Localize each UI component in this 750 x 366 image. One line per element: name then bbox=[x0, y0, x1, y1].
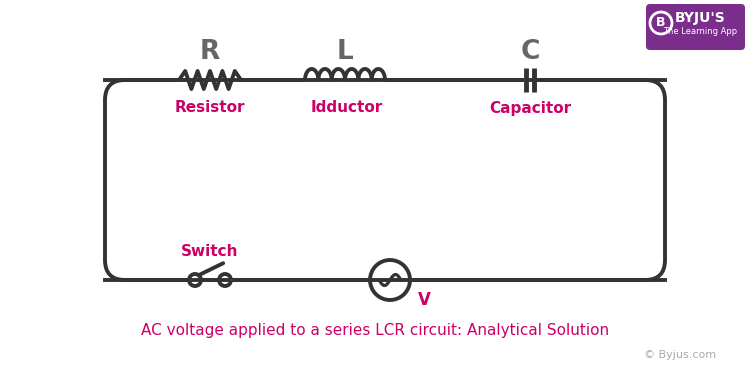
Text: Switch: Switch bbox=[182, 244, 238, 259]
Text: The Learning App: The Learning App bbox=[663, 27, 737, 37]
Text: AC voltage applied to a series LCR circuit: Analytical Solution: AC voltage applied to a series LCR circu… bbox=[141, 322, 609, 337]
Text: C: C bbox=[520, 39, 540, 65]
Text: L: L bbox=[337, 39, 353, 65]
FancyBboxPatch shape bbox=[646, 4, 745, 50]
Text: Capacitor: Capacitor bbox=[489, 101, 571, 116]
Text: B: B bbox=[656, 16, 666, 30]
Text: Idductor: Idductor bbox=[310, 101, 383, 116]
Text: Resistor: Resistor bbox=[175, 101, 245, 116]
Text: BYJU'S: BYJU'S bbox=[675, 11, 725, 25]
Text: R: R bbox=[200, 39, 220, 65]
Text: V: V bbox=[418, 291, 430, 309]
Text: © Byjus.com: © Byjus.com bbox=[644, 350, 716, 360]
